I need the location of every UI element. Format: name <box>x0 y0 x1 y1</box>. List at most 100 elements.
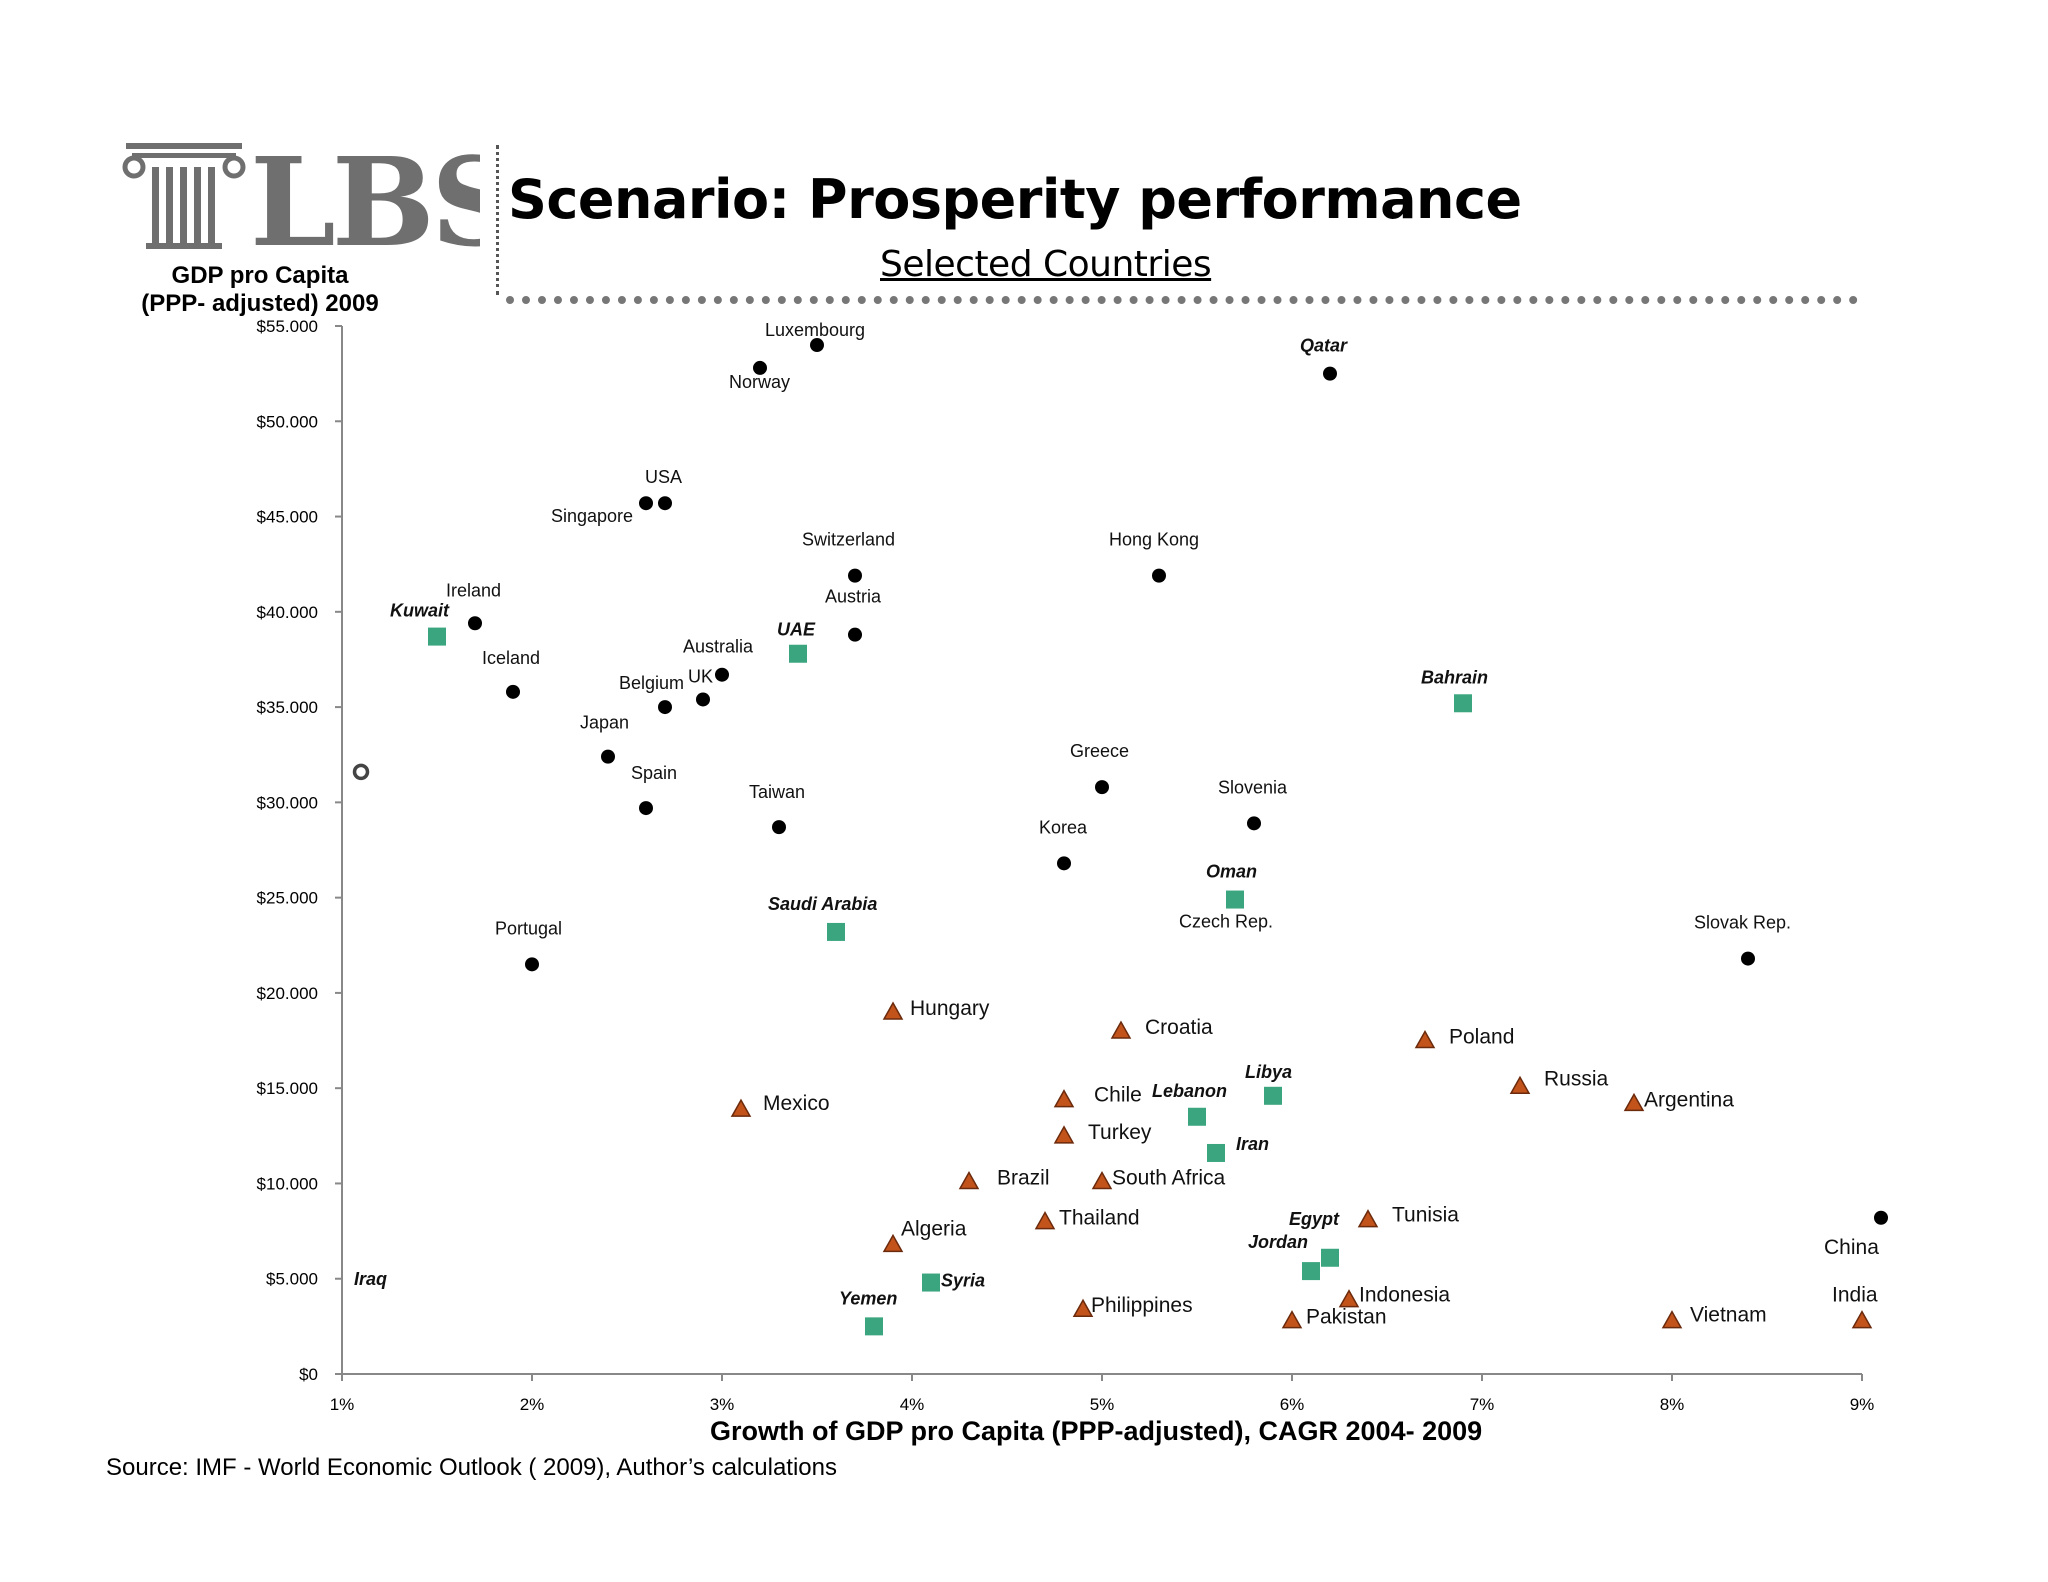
point-label-india: India <box>1832 1284 1878 1307</box>
point-hungary <box>882 1001 904 1020</box>
point-label-thailand: Thailand <box>1059 1207 1140 1230</box>
point-taiwan <box>772 820 786 835</box>
point-label-oman: Oman <box>1206 862 1257 882</box>
point-label-hong-kong: Hong Kong <box>1109 530 1199 550</box>
point-label-belgium: Belgium <box>619 673 684 693</box>
y-tick-label: $10.000 <box>257 1174 318 1193</box>
point-label-japan: Japan <box>580 713 629 733</box>
point-label-indonesia: Indonesia <box>1359 1284 1450 1307</box>
column-icon <box>122 143 246 249</box>
point-label-libya: Libya <box>1245 1062 1292 1082</box>
point-label-chile: Chile <box>1094 1084 1142 1107</box>
x-tick-label: 2% <box>520 1395 545 1414</box>
point-austria <box>848 627 862 642</box>
point-poland <box>1414 1030 1436 1049</box>
point-label-norway: Norway <box>729 372 790 392</box>
y-axis-title: GDP pro Capita (PPP- adjusted) 2009 <box>120 262 400 318</box>
point-algeria <box>882 1233 904 1253</box>
page-subtitle: Selected Countries <box>880 244 1212 285</box>
x-tick-label: 3% <box>710 1395 735 1414</box>
point-label-yemen: Yemen <box>839 1288 897 1308</box>
point-label-slovak-rep: Slovak Rep. <box>1694 913 1791 933</box>
point-label-bahrain: Bahrain <box>1421 667 1488 687</box>
header-divider <box>496 145 499 295</box>
x-tick-label: 4% <box>900 1395 925 1414</box>
y-tick-label: $30.000 <box>257 793 318 812</box>
point-mexico <box>730 1098 752 1117</box>
point-japan <box>601 749 615 764</box>
point-label-usa: USA <box>645 467 682 487</box>
y-tick-label: $45.000 <box>257 508 318 527</box>
point-label-switzerland: Switzerland <box>802 530 895 550</box>
point-tunisia <box>1357 1209 1379 1228</box>
point-label-russia: Russia <box>1544 1067 1609 1090</box>
y-tick-label: $0 <box>299 1365 318 1384</box>
point-label-brazil: Brazil <box>997 1167 1050 1190</box>
point-australia <box>715 667 729 682</box>
y-axis-title-line-2: (PPP- adjusted) 2009 <box>141 290 379 317</box>
point-india <box>1851 1310 1873 1329</box>
point-label-czech-rep: Czech Rep. <box>1179 911 1273 931</box>
point-uk <box>696 692 710 707</box>
point-label-uk: UK <box>688 666 713 686</box>
point-label-taiwan: Taiwan <box>749 782 805 802</box>
point-label-slovenia: Slovenia <box>1218 777 1288 797</box>
point-slovak-rep <box>1741 951 1755 966</box>
point-iceland <box>506 684 520 699</box>
point-qatar <box>1323 366 1337 381</box>
point-kuwait <box>428 627 446 646</box>
point-argentina <box>1623 1092 1645 1112</box>
y-tick-label: $55.000 <box>257 317 318 336</box>
point-lebanon <box>1188 1107 1206 1126</box>
point-label-iceland: Iceland <box>482 648 540 668</box>
point-thailand <box>1034 1211 1056 1230</box>
point-label-algeria: Algeria <box>901 1217 967 1240</box>
point-luxembourg <box>810 338 824 353</box>
x-tick-label: 1% <box>330 1395 355 1414</box>
point-turkey <box>1053 1125 1075 1144</box>
point-label-hungary: Hungary <box>910 997 990 1020</box>
point-label-greece: Greece <box>1070 741 1129 761</box>
point-syria <box>922 1273 940 1292</box>
point-label-egypt: Egypt <box>1289 1209 1340 1229</box>
x-tick-label: 8% <box>1660 1395 1685 1414</box>
x-tick-label: 9% <box>1850 1395 1875 1414</box>
y-tick-label: $15.000 <box>257 1079 318 1098</box>
point-saudi-arabia <box>827 922 845 941</box>
point-label-croatia: Croatia <box>1145 1016 1213 1039</box>
point-chile <box>1053 1089 1075 1108</box>
point-label-singapore: Singapore <box>551 506 633 526</box>
x-tick-label: 5% <box>1090 1395 1115 1414</box>
point-belgium <box>658 700 672 715</box>
point-label-korea: Korea <box>1039 817 1088 837</box>
point-oman <box>1226 890 1244 909</box>
dotted-rule <box>506 296 1858 304</box>
logo-text: LBS <box>250 135 480 255</box>
point-label-south-africa: South Africa <box>1112 1167 1226 1190</box>
point-label-argentina: Argentina <box>1644 1088 1734 1111</box>
point-philippines <box>1072 1298 1094 1317</box>
point-label-philippines: Philippines <box>1091 1294 1193 1317</box>
point-singapore <box>639 496 653 511</box>
point-spain <box>639 801 653 816</box>
point-china <box>1874 1210 1888 1225</box>
point-label-iraq: Iraq <box>354 1269 387 1289</box>
point-label-syria: Syria <box>941 1271 985 1291</box>
point-bahrain <box>1454 694 1472 713</box>
point-libya <box>1264 1086 1282 1105</box>
y-tick-label: $40.000 <box>257 603 318 622</box>
point-portugal <box>525 957 539 972</box>
point-norway <box>753 360 767 375</box>
y-tick-label: $50.000 <box>257 412 318 431</box>
page-title: Scenario: Prosperity performance <box>508 168 1522 231</box>
point-label-turkey: Turkey <box>1088 1121 1152 1144</box>
point-label-iran: Iran <box>1236 1134 1269 1154</box>
x-axis-title: Growth of GDP pro Capita (PPP-adjusted),… <box>710 1416 1483 1446</box>
point-egypt <box>1321 1248 1339 1267</box>
point-croatia <box>1110 1020 1132 1039</box>
point-label-spain: Spain <box>631 763 677 783</box>
point-label-pakistan: Pakistan <box>1306 1306 1387 1329</box>
point-label-lebanon: Lebanon <box>1152 1081 1227 1101</box>
point-label-china: China <box>1824 1236 1879 1259</box>
